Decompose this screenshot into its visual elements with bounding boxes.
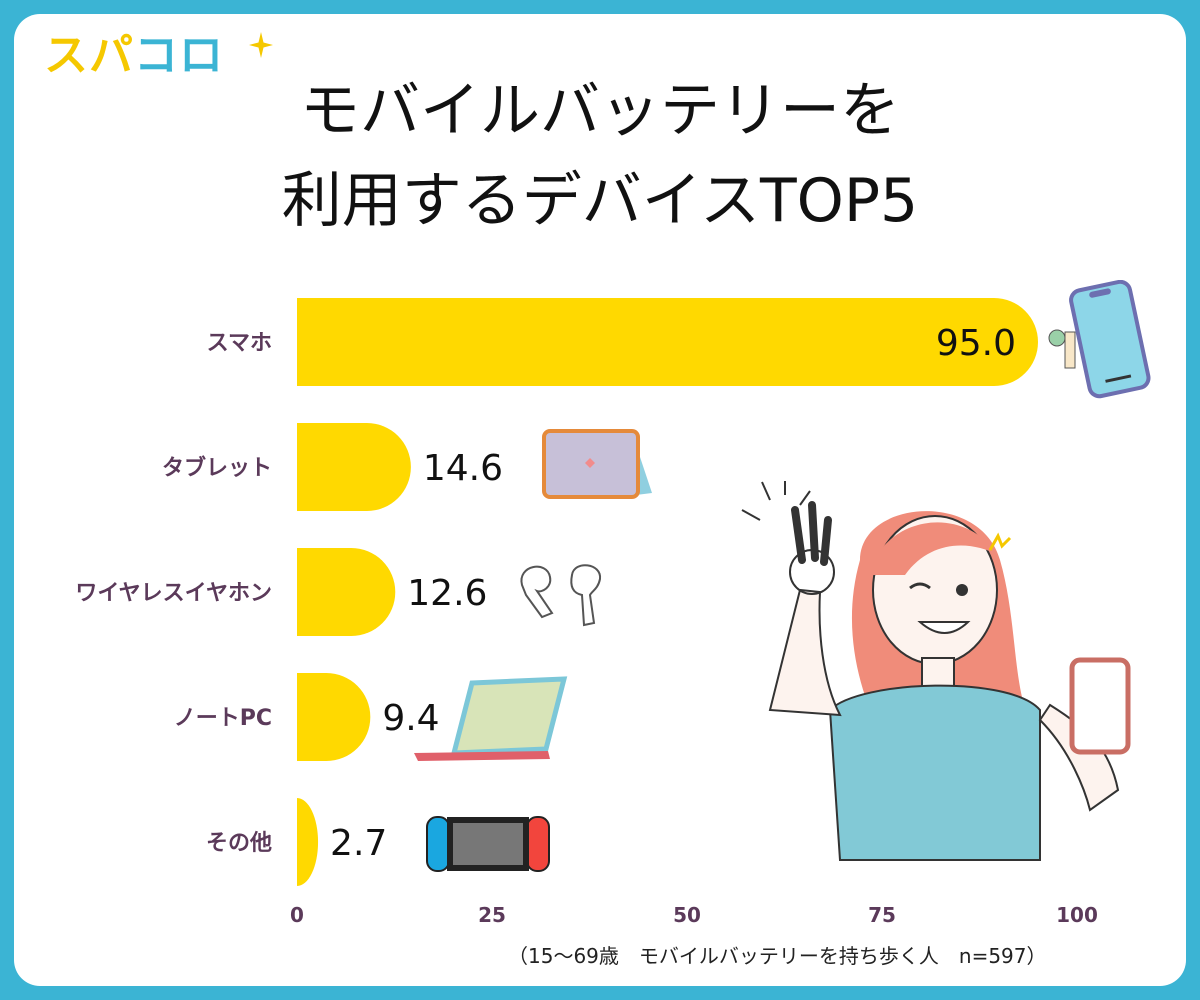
bar-1: [297, 423, 411, 511]
x-tick-label-4: 100: [1056, 903, 1098, 927]
logo-text-yellow: スパ: [44, 30, 134, 81]
value-label-1: 14.6: [423, 448, 503, 489]
brand-logo: スパコロ: [44, 34, 224, 78]
x-tick-label-3: 75: [868, 903, 896, 927]
laptop-icon: [414, 676, 568, 761]
value-label-3: 9.4: [382, 698, 439, 739]
bar-4: [297, 798, 319, 886]
title-line-2: 利用するデバイスTOP5: [281, 166, 919, 236]
game-console-icon: [426, 816, 550, 872]
category-label-2: ワイヤレスイヤホン: [75, 581, 272, 606]
sparkle-icon: [249, 32, 273, 58]
tablet-icon: [542, 429, 652, 499]
bar-2: [297, 548, 396, 636]
smartphone-icon: [1048, 280, 1151, 399]
sample-note: （15〜69歳 モバイルバッテリーを持ち歩く人 n=597）: [508, 944, 1047, 968]
chart-title: モバイルバッテリーを 利用するデバイスTOP5: [0, 66, 1200, 246]
category-label-0: スマホ: [207, 331, 272, 356]
value-label-4: 2.7: [330, 823, 387, 864]
woman-illustration: [741, 481, 1131, 861]
value-label-0: 95.0: [936, 323, 1016, 364]
bar-0: [297, 298, 1038, 386]
x-tick-label-1: 25: [478, 903, 506, 927]
value-label-2: 12.6: [407, 573, 487, 614]
x-tick-label-0: 0: [290, 903, 304, 927]
category-label-4: その他: [206, 831, 272, 856]
title-line-1: モバイルバッテリーを: [300, 76, 900, 146]
category-label-3: ノートPC: [174, 706, 272, 731]
bar-3: [297, 673, 371, 761]
logo-text-blue: コロ: [134, 30, 224, 81]
x-tick-label-2: 50: [673, 903, 701, 927]
category-label-1: タブレット: [162, 455, 272, 481]
earbuds-icon: [520, 564, 602, 627]
